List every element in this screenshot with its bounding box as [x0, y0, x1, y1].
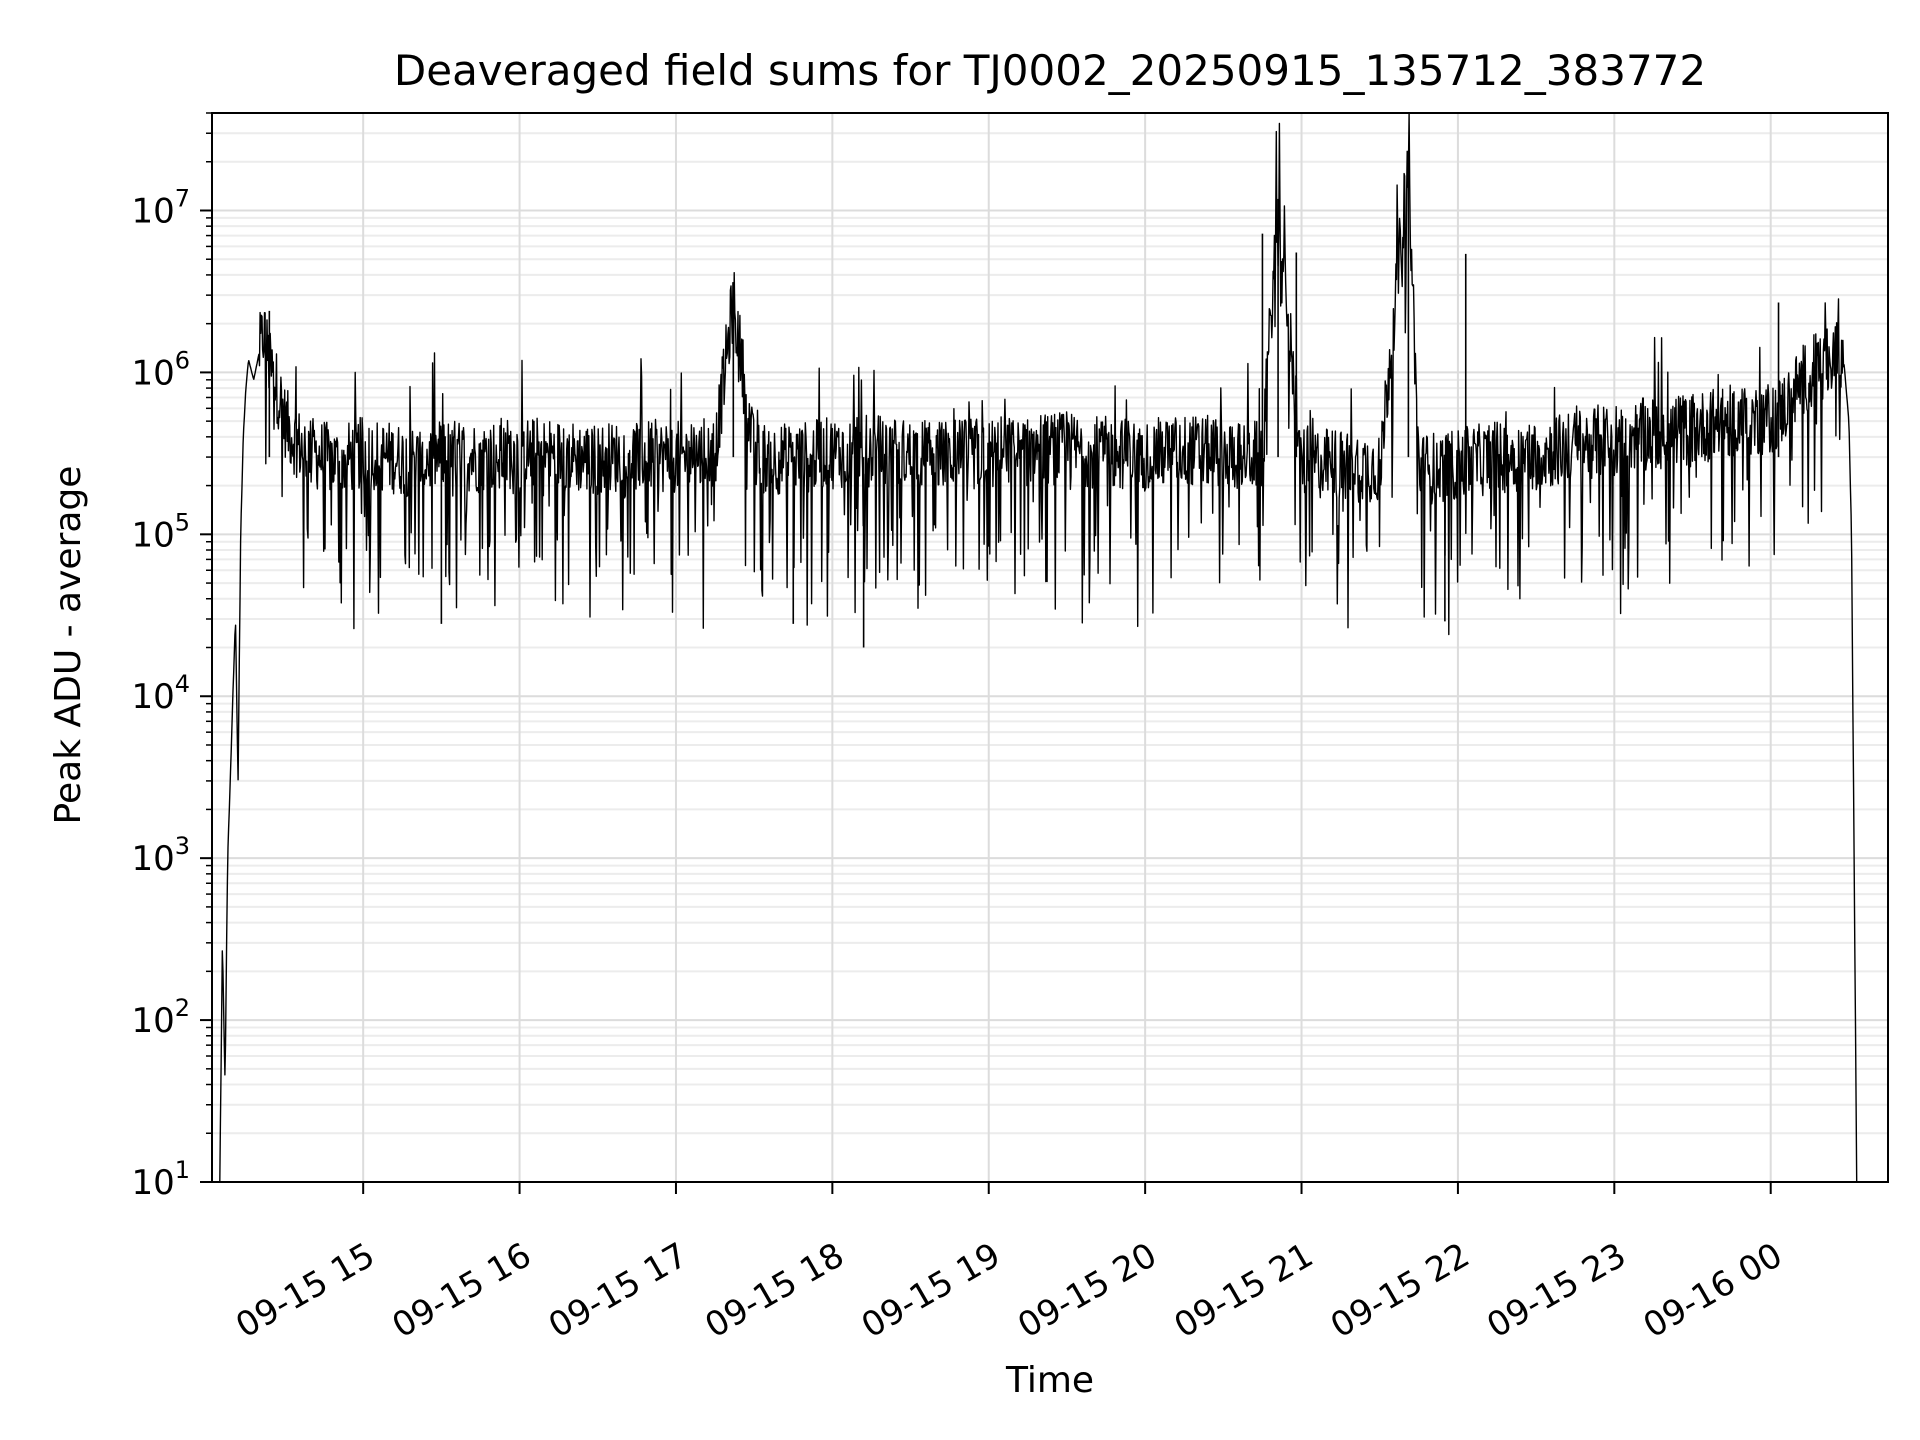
y-tick-label: 103: [131, 832, 190, 879]
grid-major: [212, 113, 1888, 1183]
y-tick-label: 107: [131, 184, 190, 231]
series-layer: [219, 112, 1858, 1183]
chart-title: Deaveraged field sums for TJ0002_2025091…: [394, 46, 1706, 95]
y-tick-label: 105: [131, 508, 190, 555]
y-tick-label: 102: [131, 994, 190, 1041]
x-axis-label: Time: [1005, 1360, 1094, 1401]
y-tick-label: 101: [131, 1156, 190, 1203]
y-axis-label: Peak ADU - average: [48, 466, 89, 825]
y-tick-label: 106: [131, 346, 190, 393]
y-tick-label: 104: [131, 670, 190, 717]
series-line: [219, 112, 1858, 1183]
grid-minor: [212, 112, 1888, 1135]
